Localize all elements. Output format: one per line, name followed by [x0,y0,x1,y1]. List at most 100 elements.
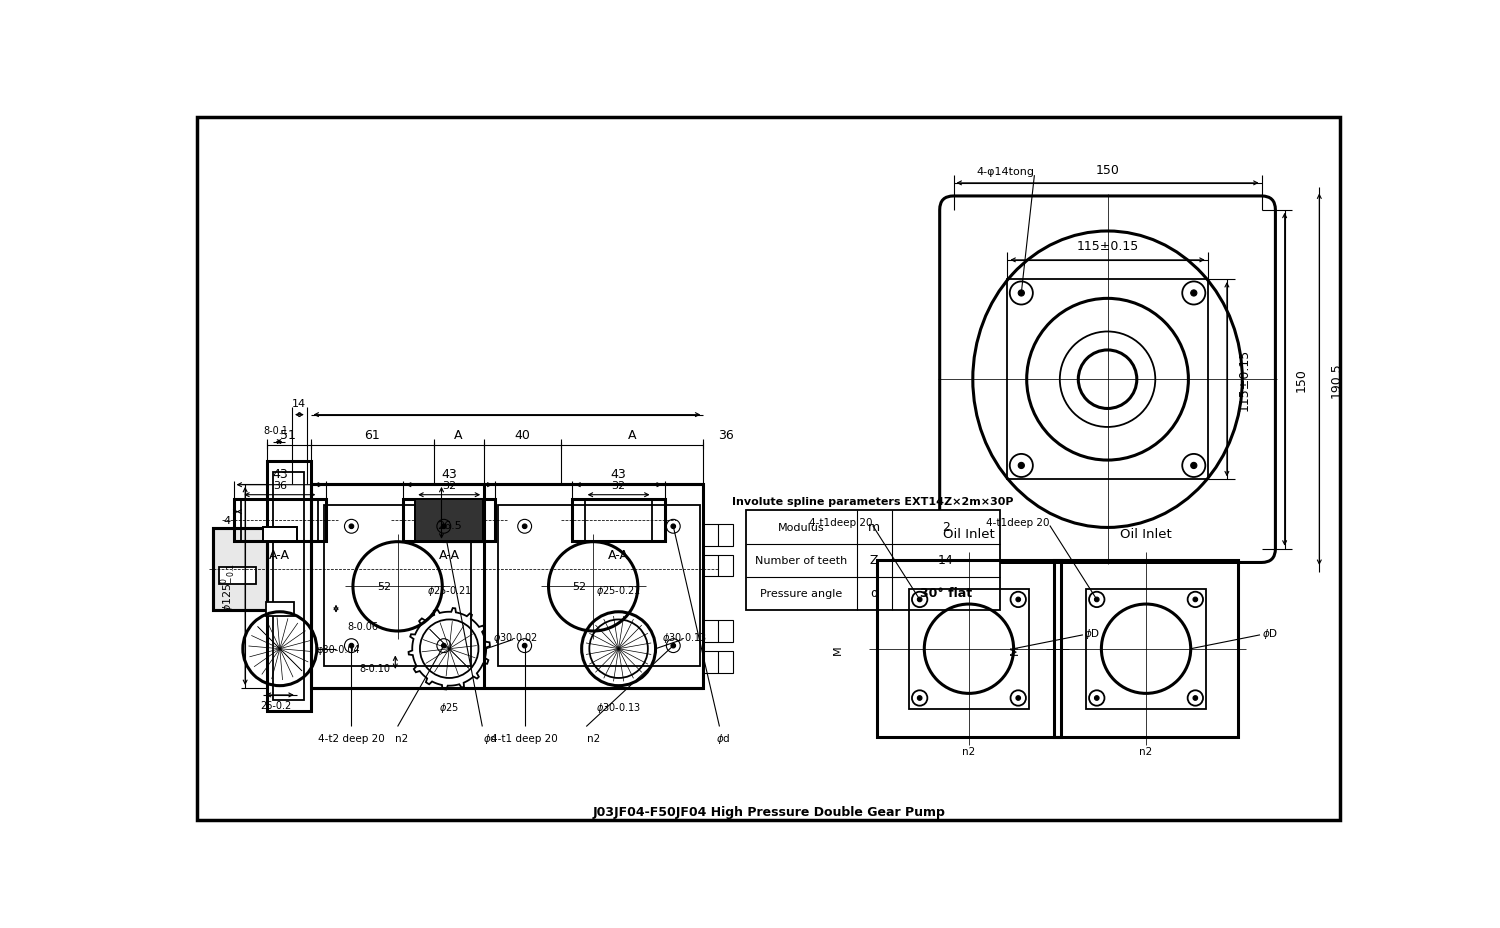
Text: 14: 14 [938,554,954,567]
Text: $\phi$25-0.21: $\phi$25-0.21 [597,584,640,598]
Text: Number of teeth: Number of teeth [754,555,847,565]
Bar [746,510,999,611]
Text: 4-t1 deep 20: 4-t1 deep 20 [492,733,558,743]
Text: 26-0.2: 26-0.2 [261,700,291,710]
Bar [404,499,495,541]
Text: $\phi$125$^{0}_{-0.1}$: $\phi$125$^{0}_{-0.1}$ [219,562,239,612]
Circle shape [918,598,922,602]
Text: $\phi$d: $\phi$d [483,731,498,745]
Bar [704,621,732,642]
Bar [310,484,704,689]
Text: 4-t1deep 20: 4-t1deep 20 [987,517,1050,527]
Circle shape [522,644,526,649]
Bar [266,602,294,616]
Text: 150: 150 [1294,367,1308,392]
Text: 4-φ14tong: 4-φ14tong [976,167,1035,177]
Circle shape [522,524,526,529]
Circle shape [441,644,446,649]
Text: m: m [868,521,880,534]
Text: $\phi$25: $\phi$25 [440,701,459,715]
Text: $\phi$30-0.13: $\phi$30-0.13 [596,701,640,715]
Text: α: α [870,586,879,599]
Text: 61: 61 [364,429,380,442]
Circle shape [670,524,675,529]
Bar [704,555,732,576]
Bar [498,506,700,666]
Text: $\phi$30-0.13: $\phi$30-0.13 [662,630,708,644]
Text: 52: 52 [573,582,586,592]
Circle shape [1016,598,1020,602]
Text: Involute spline parameters EXT14Z×2m×30P: Involute spline parameters EXT14Z×2m×30P [732,496,1014,507]
Text: 52: 52 [376,582,392,592]
Text: n2: n2 [394,733,408,743]
Text: 30° flat: 30° flat [920,586,972,599]
Text: 115±0.15: 115±0.15 [1238,349,1251,411]
Bar [213,528,267,611]
Circle shape [670,644,675,649]
Text: A-A: A-A [438,548,459,561]
Bar [234,499,326,541]
Circle shape [1192,598,1197,602]
Text: $\phi$25-0.21: $\phi$25-0.21 [427,584,471,598]
Circle shape [1095,696,1100,701]
Text: 4-t1deep 20: 4-t1deep 20 [808,517,873,527]
Circle shape [350,644,354,649]
Bar [242,499,318,541]
Circle shape [1019,290,1025,297]
Text: 115±0.15: 115±0.15 [1077,240,1138,253]
Text: Modulus: Modulus [778,522,825,532]
Text: A-A: A-A [270,548,291,561]
Text: $\phi$D: $\phi$D [1262,626,1278,640]
Bar [273,472,304,701]
Text: J03JF04-F50JF04 High Pressure Double Gear Pump: J03JF04-F50JF04 High Pressure Double Gea… [592,806,945,818]
Bar [416,499,483,541]
Bar [876,561,1062,738]
Text: Oil Inlet: Oil Inlet [944,527,994,540]
Circle shape [1192,696,1197,701]
Text: 4-t2 deep 20: 4-t2 deep 20 [318,733,386,743]
Bar [573,499,664,541]
Text: 36: 36 [718,429,735,442]
Text: n2: n2 [588,733,600,743]
Circle shape [1191,463,1197,469]
Text: n2: n2 [1140,746,1152,756]
Bar [219,568,257,585]
Text: A: A [454,429,462,442]
Circle shape [350,524,354,529]
Circle shape [1016,696,1020,701]
Bar [267,461,310,712]
Bar [262,527,297,541]
Bar [704,651,732,673]
Text: M: M [1010,644,1020,654]
Text: 8-0.1: 8-0.1 [264,426,288,435]
Text: 36: 36 [273,481,286,491]
Bar [262,527,297,541]
Text: 26.5: 26.5 [436,521,462,530]
Circle shape [1191,290,1197,297]
Text: A: A [627,429,636,442]
Text: 40: 40 [514,429,531,442]
Bar [909,589,1029,709]
Bar [1086,589,1206,709]
Text: 4: 4 [224,516,231,525]
Text: 14: 14 [292,399,306,408]
Text: Oil Inlet: Oil Inlet [1120,527,1172,540]
Text: n2: n2 [963,746,975,756]
Text: 8-0.06: 8-0.06 [348,621,378,631]
Text: 51: 51 [280,429,296,442]
Bar [324,506,471,666]
Text: A-A: A-A [608,548,628,561]
Circle shape [918,696,922,701]
Text: 32: 32 [612,481,626,491]
Text: Pressure angle: Pressure angle [760,588,842,599]
Text: 43: 43 [441,468,458,481]
Text: $\phi$d: $\phi$d [716,731,730,745]
Text: $\phi$30-0.02: $\phi$30-0.02 [494,630,538,644]
Text: 43: 43 [610,468,627,481]
Circle shape [1095,598,1100,602]
Text: 190.5: 190.5 [1329,362,1342,398]
Text: 150: 150 [1095,163,1119,176]
Text: M: M [833,644,843,654]
Bar [704,524,732,546]
Bar [585,499,652,541]
